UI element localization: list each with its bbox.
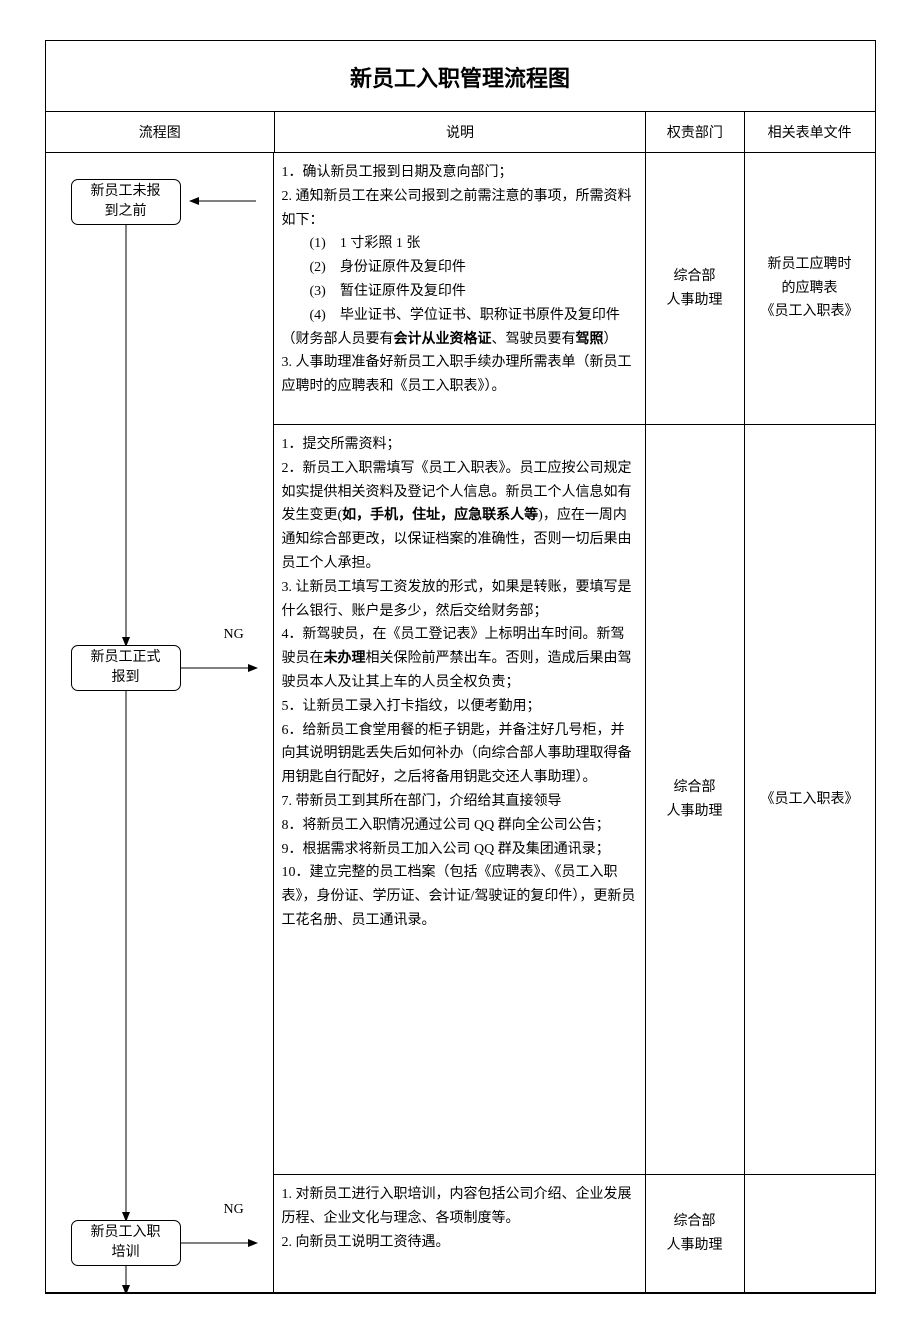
desc-line: (1) 1 寸彩照 1 张	[282, 232, 637, 256]
table-row: 1. 对新员工进行入职培训，内容包括公司介绍、企业发展历程、企业文化与理念、各项…	[274, 1175, 875, 1293]
header-flow: 流程图	[46, 112, 275, 153]
desc-line: 8．将新员工入职情况通过公司 QQ 群向全公司公告；	[282, 814, 637, 838]
desc-line: 3. 人事助理准备好新员工入职手续办理所需表单（新员工应聘时的应聘表和《员工入职…	[282, 351, 637, 399]
flowchart-column: 新员工未报 到之前新员工正式 报到新员工入职 培训 NG NG	[46, 153, 274, 1293]
desc-line: 5．让新员工录入打卡指纹，以便考勤用；	[282, 695, 637, 719]
table-content: 1．确认新员工报到日期及意向部门；2. 通知新员工在来公司报到之前需注意的事项，…	[274, 153, 875, 1293]
desc-line: 10．建立完整的员工档案（包括《应聘表》、《员工入职表》，身份证、学历证、会计证…	[282, 861, 637, 932]
dept-cell: 综合部 人事助理	[646, 1175, 745, 1293]
flow-node: 新员工未报 到之前	[71, 179, 181, 225]
header-desc: 说明	[275, 112, 646, 153]
desc-line: 2. 向新员工说明工资待遇。	[282, 1231, 637, 1255]
desc-line: 1．提交所需资料；	[282, 433, 637, 457]
desc-line: 2. 通知新员工在来公司报到之前需注意的事项，所需资料如下：	[282, 185, 637, 233]
desc-line: 3. 让新员工填写工资发放的形式，如果是转账，要填写是什么银行、账户是多少，然后…	[282, 576, 637, 624]
dept-cell: 综合部 人事助理	[646, 425, 745, 1175]
desc-cell: 1．确认新员工报到日期及意向部门；2. 通知新员工在来公司报到之前需注意的事项，…	[274, 153, 646, 425]
ng-label: NG	[224, 1202, 244, 1218]
flow-arrows	[46, 153, 276, 1293]
table-body: 新员工未报 到之前新员工正式 报到新员工入职 培训 NG NG 1．确认新员工报到日…	[46, 153, 875, 1293]
desc-line: (4) 毕业证书、学位证书、职称证书原件及复印件（财务部人员要有会计从业资格证、…	[282, 304, 637, 352]
forms-cell	[745, 1175, 875, 1293]
flow-node: 新员工入职 培训	[71, 1220, 181, 1266]
table-row: 1．确认新员工报到日期及意向部门；2. 通知新员工在来公司报到之前需注意的事项，…	[274, 153, 875, 425]
dept-cell: 综合部 人事助理	[646, 153, 745, 425]
desc-line: 9．根据需求将新员工加入公司 QQ 群及集团通讯录；	[282, 838, 637, 862]
header-dept: 权责部门	[646, 112, 745, 153]
table-header: 流程图 说明 权责部门 相关表单文件	[46, 112, 875, 153]
desc-line: 7. 带新员工到其所在部门，介绍给其直接领导	[282, 790, 637, 814]
desc-cell: 1. 对新员工进行入职培训，内容包括公司介绍、企业发展历程、企业文化与理念、各项…	[274, 1175, 646, 1293]
flow-node: 新员工正式 报到	[71, 645, 181, 691]
desc-line: 1. 对新员工进行入职培训，内容包括公司介绍、企业发展历程、企业文化与理念、各项…	[282, 1183, 637, 1231]
desc-line: (2) 身份证原件及复印件	[282, 256, 637, 280]
desc-line: 1．确认新员工报到日期及意向部门；	[282, 161, 637, 185]
document-title: 新员工入职管理流程图	[350, 66, 570, 91]
ng-label: NG	[224, 627, 244, 643]
desc-cell: 1．提交所需资料；2．新员工入职需填写《员工入职表》。员工应按公司规定如实提供相…	[274, 425, 646, 1175]
desc-line: 2．新员工入职需填写《员工入职表》。员工应按公司规定如实提供相关资料及登记个人信…	[282, 457, 637, 576]
document-frame: 新员工入职管理流程图 流程图 说明 权责部门 相关表单文件 新员工未报 到之前新…	[45, 40, 876, 1294]
desc-line: 4．新驾驶员，在《员工登记表》上标明出车时间。新驾驶员在未办理相关保险前严禁出车…	[282, 623, 637, 694]
forms-cell: 新员工应聘时 的应聘表 《员工入职表》	[745, 153, 875, 425]
title-row: 新员工入职管理流程图	[46, 41, 875, 112]
desc-line: 6．给新员工食堂用餐的柜子钥匙，并备注好几号柜，并向其说明钥匙丢失后如何补办（向…	[282, 719, 637, 790]
header-forms: 相关表单文件	[745, 112, 875, 153]
desc-line: (3) 暂住证原件及复印件	[282, 280, 637, 304]
forms-cell: 《员工入职表》	[745, 425, 875, 1175]
table-row: 1．提交所需资料；2．新员工入职需填写《员工入职表》。员工应按公司规定如实提供相…	[274, 425, 875, 1175]
